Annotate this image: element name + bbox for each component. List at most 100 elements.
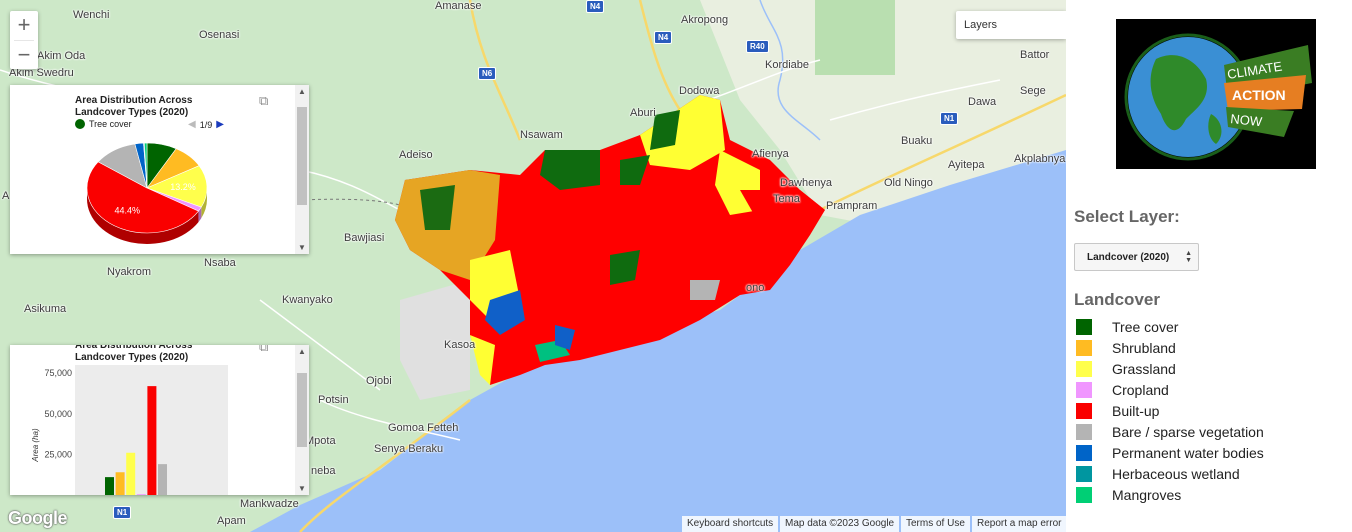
- zoom-in-button[interactable]: +: [17, 12, 31, 37]
- legend-item: Cropland: [1076, 379, 1264, 400]
- scroll-thumb[interactable]: [297, 107, 307, 205]
- pie-legend-label: Tree cover: [89, 119, 132, 129]
- report-map-error-link[interactable]: Report a map error: [972, 516, 1066, 532]
- pie-slice-side: [87, 188, 199, 244]
- map-place-label: Buaku: [901, 135, 933, 147]
- bar: [105, 477, 114, 495]
- legend-color-swatch: [1076, 360, 1092, 377]
- layers-button[interactable]: Layers: [956, 11, 1066, 39]
- scroll-thumb[interactable]: [297, 373, 307, 447]
- pie-pager: ◀ 1/9 ▶: [188, 119, 224, 130]
- y-tick-label: 25,000: [44, 449, 72, 459]
- map-place-label: Wenchi: [73, 9, 110, 21]
- map-place-label: Old Ningo: [884, 177, 933, 189]
- pie-legend[interactable]: Tree cover: [75, 119, 132, 129]
- bar-chart-panel: Area Distribution Across Landcover Types…: [10, 345, 309, 495]
- bar: [136, 494, 146, 495]
- bar: [158, 464, 167, 495]
- map-place-label: Aburi: [630, 107, 656, 119]
- pie-slice-side: [198, 207, 202, 223]
- map-place-label: Ayitepa: [948, 159, 985, 171]
- map-place-label: Mankwadze: [240, 498, 299, 510]
- scroll-down-icon[interactable]: ▼: [298, 243, 306, 252]
- map-place-label: neba: [311, 465, 336, 477]
- legend-item-label: Grassland: [1112, 360, 1176, 377]
- map-place-label: Gomoa Fetteh: [388, 422, 459, 434]
- y-tick-label: 75,000: [44, 368, 72, 378]
- map-place-label: Dawhenya: [780, 177, 832, 189]
- keyboard-shortcuts-link[interactable]: Keyboard shortcuts: [682, 516, 779, 532]
- legend-item: Mangroves: [1076, 484, 1264, 505]
- pager-next-icon[interactable]: ▶: [216, 119, 224, 130]
- popout-icon[interactable]: ⧉: [259, 93, 269, 108]
- legend-item-label: Shrubland: [1112, 339, 1176, 356]
- legend-item: Tree cover: [1076, 316, 1264, 337]
- map-place-label: Prampram: [826, 200, 878, 212]
- map-place-label: Kordiabe: [765, 59, 810, 71]
- select-carets-icon: ▲ ▼: [1185, 250, 1192, 264]
- logo-word: ACTION: [1232, 87, 1286, 103]
- side-panel: CLIMATE ACTION NOW Select Layer: Landcov…: [1066, 0, 1352, 532]
- pie-chart-title: Area Distribution Across Landcover Types…: [75, 95, 193, 118]
- layer-select[interactable]: Landcover (2020) ▲ ▼: [1074, 243, 1199, 271]
- y-axis-label: Area (ha): [31, 428, 40, 463]
- legend-item: Grassland: [1076, 358, 1264, 379]
- zoom-control: + −: [10, 11, 38, 69]
- legend-item-label: Cropland: [1112, 381, 1169, 398]
- map-place-label: Akplabnya: [1014, 153, 1066, 165]
- map-place-label: Dawa: [968, 96, 997, 108]
- layer-select-value: Landcover (2020): [1087, 252, 1170, 263]
- legend-color-swatch: [1076, 318, 1092, 335]
- pager-prev-icon[interactable]: ◀: [188, 119, 196, 130]
- map-place-label: Nsawam: [520, 129, 563, 141]
- map-place-label: A: [2, 190, 10, 202]
- google-logo: Google: [8, 508, 68, 528]
- pie-chart-panel: Area Distribution Across Landcover Types…: [10, 85, 309, 254]
- legend-item-label: Permanent water bodies: [1112, 444, 1264, 461]
- climate-action-now-logo: CLIMATE ACTION NOW: [1116, 19, 1316, 169]
- bar-panel-scrollbar[interactable]: ▲ ▼: [295, 345, 309, 495]
- legend-color-swatch: [1076, 381, 1092, 398]
- road-shield: N4: [654, 31, 673, 44]
- legend-item: Built-up: [1076, 400, 1264, 421]
- legend-color-swatch: [1076, 486, 1092, 503]
- select-layer-heading: Select Layer:: [1074, 207, 1180, 226]
- terms-of-use-link[interactable]: Terms of Use: [901, 516, 970, 532]
- road-shield: N6: [478, 67, 497, 80]
- legend-color-swatch: [1076, 444, 1092, 461]
- map-place-label: Asikuma: [24, 303, 67, 315]
- pie-slice: [146, 165, 208, 208]
- scroll-down-icon[interactable]: ▼: [298, 484, 306, 493]
- legend-item-label: Tree cover: [1112, 318, 1179, 335]
- legend-item: Herbaceous wetland: [1076, 463, 1264, 484]
- landcover-legend-title: Landcover: [1074, 290, 1160, 309]
- legend-item: Shrubland: [1076, 337, 1264, 358]
- road-shield: N4: [586, 0, 605, 13]
- pie-panel-scrollbar[interactable]: ▲ ▼: [295, 85, 309, 254]
- zoom-out-button[interactable]: −: [17, 42, 31, 67]
- map-place-label: ono: [746, 282, 765, 294]
- y-tick-label: 50,000: [44, 409, 72, 419]
- map-place-label: Mpota: [305, 435, 336, 447]
- popout-icon[interactable]: ⧉: [259, 345, 269, 354]
- scroll-up-icon[interactable]: ▲: [298, 87, 306, 96]
- pie-data-label: 44.4%: [114, 206, 140, 216]
- map-place-label: Nyakrom: [107, 266, 152, 278]
- landcover-legend: Tree cover Shrubland Grassland Cropland Buil…: [1076, 316, 1264, 505]
- map-place-label: Senya Beraku: [374, 443, 444, 455]
- legend-item-label: Built-up: [1112, 402, 1160, 419]
- scroll-up-icon[interactable]: ▲: [298, 347, 306, 356]
- legend-item: Bare / sparse vegetation: [1076, 421, 1264, 442]
- map-place-label: Osenasi: [199, 29, 240, 41]
- map-place-label: Battor: [1020, 49, 1050, 61]
- legend-swatch: [75, 119, 85, 129]
- map-place-label: Akim Oda: [37, 50, 86, 62]
- pager-text: 1/9: [199, 119, 213, 130]
- logo-word: NOW: [1230, 111, 1264, 129]
- bar-chart-title: Area Distribution Across Landcover Types…: [75, 345, 193, 363]
- map-place-label: Kwanyako: [282, 294, 333, 306]
- bar: [147, 386, 157, 495]
- map-canvas[interactable]: Wenchi Amanase Akropong Osenasi Akim Oda Akim…: [0, 0, 1066, 532]
- bar: [115, 472, 125, 495]
- map-place-label: Bawjiasi: [344, 232, 385, 244]
